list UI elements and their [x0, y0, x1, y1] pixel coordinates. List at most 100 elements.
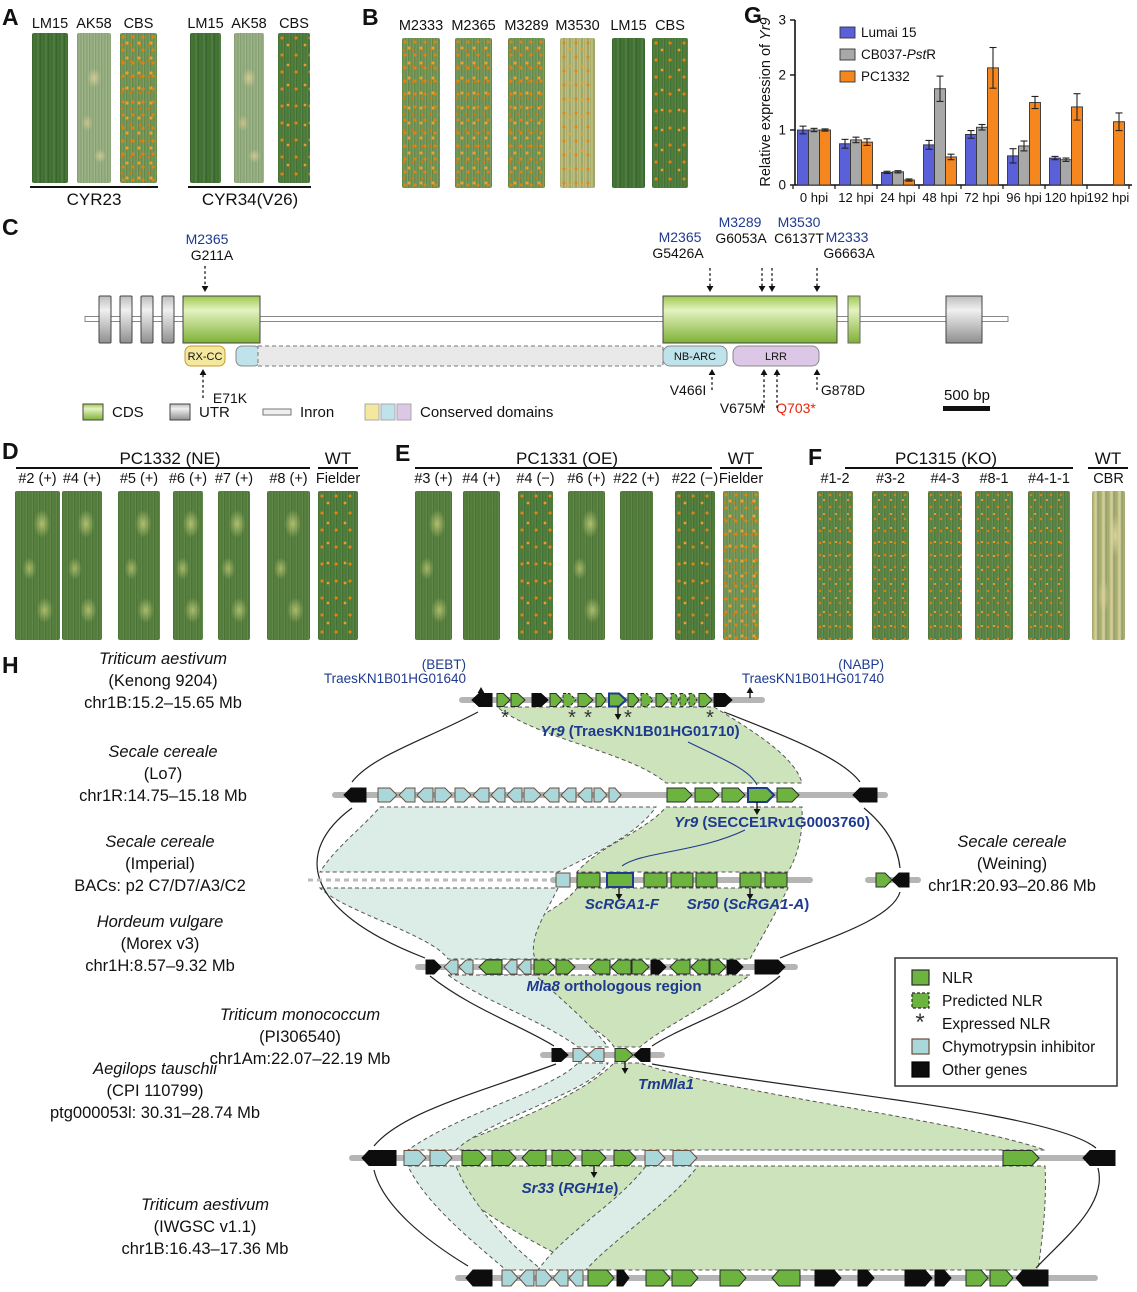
wt-line [1088, 467, 1128, 469]
flank-gene-id: TraesKN1B01HG01740 [742, 671, 884, 686]
gene-nlr [631, 959, 650, 975]
leaf-label: M3530 [555, 18, 600, 34]
leaf-label: #4 (+) [462, 471, 501, 487]
leaf-label: CBS [279, 16, 309, 32]
synteny-ribbon-teal [446, 974, 609, 1048]
gene-chy [672, 1150, 698, 1166]
species-region: chr1R:14.75–15.18 Mb [79, 787, 247, 805]
bar [965, 133, 977, 186]
leaf-photo [234, 33, 264, 183]
flank-connector [373, 1169, 469, 1267]
y-axis-title: Relative expression of Yr9 [758, 17, 774, 186]
arrow-head [758, 286, 766, 292]
gene-label: Yr9 (SECCE1Rv1G0003760) [674, 814, 870, 831]
legend-utr-swatch [169, 403, 191, 421]
x-category-label: 12 hpi [838, 190, 874, 205]
leaf-photo [32, 33, 68, 183]
leaf-label: AK58 [76, 16, 112, 32]
x-category-label: 0 hpi [800, 190, 828, 205]
gene-other [1082, 1150, 1116, 1166]
gene-chy [377, 787, 398, 803]
flank-connector [651, 975, 781, 1047]
leaf-photo [173, 491, 203, 640]
panel-b-letter: B [362, 4, 379, 30]
gene-chy [542, 787, 560, 803]
group-title-line [415, 467, 712, 469]
leaf-label: LM15 [610, 18, 647, 34]
flank-gene-tag: (BEBT) [422, 657, 466, 672]
gene-label: ScRGA1-F [585, 896, 660, 913]
nucleotide-change: G5426A [652, 245, 704, 261]
wt-name: Fielder [315, 471, 361, 487]
gene-nlr [478, 959, 503, 975]
leaf-label: #22 (+) [613, 471, 660, 487]
legend-domain-cyan [380, 403, 396, 421]
arrow-head [199, 369, 207, 375]
wt-leaf-photo [1092, 491, 1125, 640]
leaf-label: LM15 [187, 16, 224, 32]
legend-swatch-chy [911, 1038, 930, 1055]
gene-other [633, 1048, 651, 1062]
protein-change: E71K [213, 390, 248, 406]
leaf-photo [402, 38, 440, 188]
gene-nlr [669, 959, 691, 975]
yr9-connector [687, 741, 758, 786]
gene-nlr [551, 1150, 577, 1166]
protein-change: V466I [670, 382, 707, 398]
legend-swatch [839, 26, 856, 39]
gene-chy [577, 787, 593, 803]
scale-bar [943, 406, 990, 411]
arrow-head [615, 894, 623, 900]
gene-chy [458, 959, 474, 975]
species-name: Triticum aestivum [141, 1196, 269, 1214]
gene-nlr [510, 693, 526, 707]
species-name: Aegilops tauschii [92, 1060, 218, 1078]
leaf-label: #2 (+) [18, 471, 57, 487]
species-name: Triticum monococcum [220, 1006, 380, 1024]
leaf-photo [652, 38, 688, 188]
panel-e-letter: E [395, 440, 411, 466]
synteny-ribbon-teal [319, 806, 657, 873]
gene-nlr [614, 1048, 634, 1062]
gene-nlr [595, 693, 607, 707]
gene-nlr [576, 872, 601, 888]
leaf-label: LM15 [31, 16, 69, 32]
gene-other [425, 959, 442, 975]
gene-chy [403, 1150, 427, 1166]
gene-chy [552, 1269, 569, 1287]
race-caption: CYR34(V26) [201, 190, 299, 209]
flank-connector [779, 891, 901, 959]
gene-nlr [496, 693, 511, 707]
gene-nlr [771, 1269, 801, 1287]
species-accession: (Lo7) [144, 765, 183, 783]
gene-other [726, 959, 744, 975]
flank-connector [651, 1063, 1097, 1149]
gene-nlr [690, 959, 710, 975]
arrow-head [706, 286, 714, 292]
gene-model-svg: RX-CC NB-ARC LRRM2365G211AM2365G5426AM3289… [82, 214, 1009, 421]
legend-utr: UTR [199, 404, 230, 421]
gene-chy [429, 1150, 453, 1166]
nbarc-domain [662, 345, 728, 367]
bar [934, 88, 946, 186]
group-title-line [16, 467, 310, 469]
race-line [188, 186, 311, 188]
gene-nlr [721, 787, 746, 803]
protein-change: Q703* [776, 400, 816, 416]
flank-connector [1035, 1167, 1100, 1269]
legend-label: PC1332 [861, 69, 910, 84]
flank-connector [723, 711, 861, 783]
leaf-photo [518, 491, 553, 640]
gene-pnlr [670, 693, 680, 707]
leaf-photo [77, 33, 111, 183]
species-region: chr1Am:22.07–22.19 Mb [210, 1050, 391, 1068]
bar [1060, 159, 1072, 186]
gene-nlr [610, 959, 632, 975]
arrow-head [201, 286, 209, 292]
gene-other [1015, 1269, 1049, 1287]
gene-other [852, 787, 878, 803]
gene-other [343, 787, 367, 803]
gene-chy [454, 787, 472, 803]
flank-connector [351, 711, 479, 783]
mutant-name: M3289 [719, 214, 762, 230]
